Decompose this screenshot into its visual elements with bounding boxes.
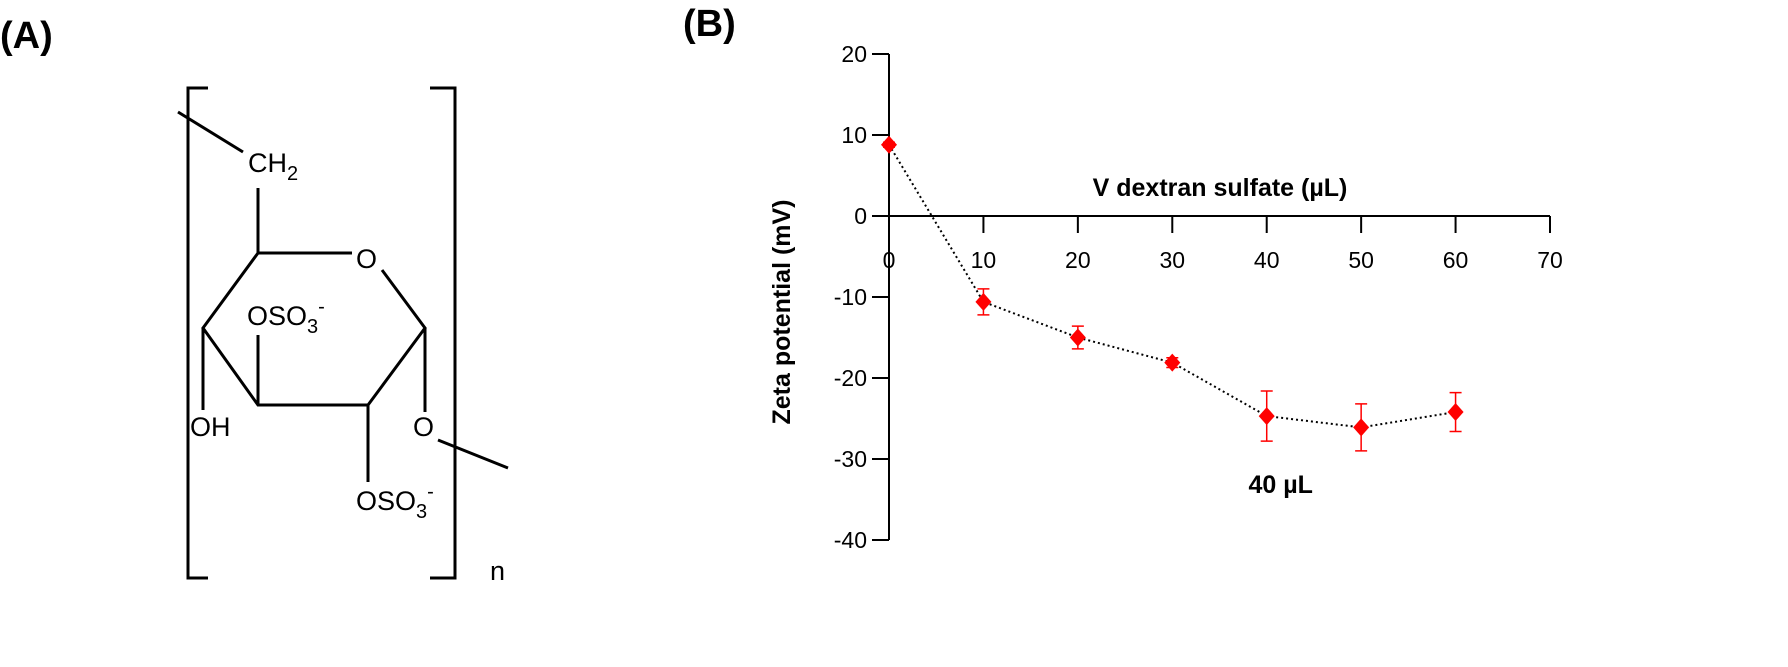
y-tick-label: -40 bbox=[834, 527, 867, 553]
structure: CH2 O OSO3- OH O OSO3- n bbox=[177, 86, 509, 586]
x-tick-label: 0 bbox=[883, 247, 896, 273]
repeat-label: n bbox=[490, 556, 505, 586]
x-tick-label: 60 bbox=[1443, 247, 1469, 273]
panel-label: (B) bbox=[683, 3, 736, 45]
bracket bbox=[186, 86, 457, 580]
data-point bbox=[1069, 328, 1086, 347]
panel-label: (A) bbox=[0, 15, 53, 57]
x-tick-label: 40 bbox=[1254, 247, 1280, 273]
atom-label: OSO bbox=[247, 301, 307, 331]
atom-label: O bbox=[413, 412, 434, 442]
superscript: - bbox=[427, 481, 434, 503]
bond bbox=[177, 110, 509, 482]
atom-label: CH bbox=[248, 148, 287, 178]
data-point bbox=[1447, 403, 1464, 422]
atom-label: O bbox=[356, 244, 377, 274]
annotation: 40 µL bbox=[1248, 471, 1312, 499]
x-tick-label: 50 bbox=[1348, 247, 1374, 273]
y-tick-label: 20 bbox=[841, 41, 867, 67]
data-point bbox=[881, 135, 897, 154]
x-tick-label: 20 bbox=[1065, 247, 1091, 273]
data-point bbox=[1353, 418, 1370, 437]
subscript: 3 bbox=[307, 316, 318, 338]
superscript: - bbox=[318, 296, 325, 318]
data-point bbox=[975, 292, 992, 311]
data-point bbox=[1164, 353, 1181, 372]
y-tick-label: -10 bbox=[834, 284, 867, 310]
atom-label: OSO3- bbox=[356, 481, 434, 523]
x-axis-title: V dextran sulfate (µL) bbox=[1093, 174, 1348, 202]
x-tick-label: 10 bbox=[971, 247, 997, 273]
y-axis-title: Zeta potential (mV) bbox=[768, 199, 796, 424]
y-tick-label: 0 bbox=[854, 203, 867, 229]
atom-label: OSO bbox=[356, 486, 416, 516]
y-tick-label: -20 bbox=[834, 365, 867, 391]
y-tick-label: -30 bbox=[834, 446, 867, 472]
subscript: 3 bbox=[416, 501, 427, 523]
x-tick-label: 70 bbox=[1537, 247, 1563, 273]
atom-label: CH2 bbox=[248, 148, 298, 185]
x-tick-label: 30 bbox=[1159, 247, 1185, 273]
y-tick-label: 10 bbox=[841, 122, 867, 148]
subscript: 2 bbox=[287, 163, 298, 185]
atom-label: OSO3- bbox=[247, 296, 325, 338]
atom-label: OH bbox=[190, 412, 231, 442]
data-point bbox=[1258, 407, 1275, 426]
